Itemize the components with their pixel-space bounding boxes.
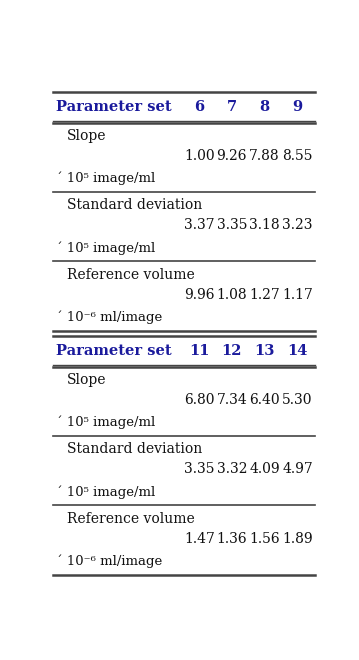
Text: 6.40: 6.40 [250,393,280,407]
Text: ´ 10⁵ image/ml: ´ 10⁵ image/ml [56,416,155,429]
Text: 8: 8 [260,100,270,114]
Text: 3.18: 3.18 [250,218,280,232]
Text: 6: 6 [194,100,204,114]
Text: Standard deviation: Standard deviation [67,199,202,213]
Text: Slope: Slope [67,373,107,387]
Text: 7.88: 7.88 [250,149,280,163]
Text: 9: 9 [293,100,303,114]
Text: ´ 10⁵ image/ml: ´ 10⁵ image/ml [56,241,155,255]
Text: 1.00: 1.00 [184,149,215,163]
Text: 1.08: 1.08 [216,288,247,302]
Text: 14: 14 [287,345,308,358]
Text: 1.47: 1.47 [184,532,215,546]
Text: 7: 7 [227,100,237,114]
Text: 6.80: 6.80 [184,393,215,407]
Text: 4.97: 4.97 [282,463,313,477]
Text: Reference volume: Reference volume [67,268,195,282]
Text: Parameter set: Parameter set [56,345,172,358]
Text: 3.23: 3.23 [282,218,313,232]
Text: 7.34: 7.34 [216,393,247,407]
Text: 9.96: 9.96 [184,288,215,302]
Text: 3.35: 3.35 [216,218,247,232]
Text: 8.55: 8.55 [282,149,313,163]
Text: ´ 10⁻⁶ ml/image: ´ 10⁻⁶ ml/image [56,310,162,324]
Text: 13: 13 [255,345,275,358]
Text: 1.36: 1.36 [216,532,247,546]
Text: ´ 10⁵ image/ml: ´ 10⁵ image/ml [56,485,155,498]
Text: 3.32: 3.32 [216,463,247,477]
Text: Standard deviation: Standard deviation [67,442,202,457]
Text: 5.30: 5.30 [282,393,313,407]
Text: Reference volume: Reference volume [67,512,195,525]
Text: 1.56: 1.56 [250,532,280,546]
Text: ´ 10⁵ image/ml: ´ 10⁵ image/ml [56,172,155,185]
Text: Slope: Slope [67,129,107,143]
Text: Parameter set: Parameter set [56,100,172,114]
Text: 3.35: 3.35 [184,463,215,477]
Text: 3.37: 3.37 [184,218,215,232]
Text: 9.26: 9.26 [216,149,247,163]
Text: 1.27: 1.27 [249,288,280,302]
Text: 11: 11 [189,345,210,358]
Text: 1.89: 1.89 [282,532,313,546]
Text: ´ 10⁻⁶ ml/image: ´ 10⁻⁶ ml/image [56,554,162,568]
Text: 12: 12 [222,345,242,358]
Text: 1.17: 1.17 [282,288,313,302]
Text: 4.09: 4.09 [250,463,280,477]
